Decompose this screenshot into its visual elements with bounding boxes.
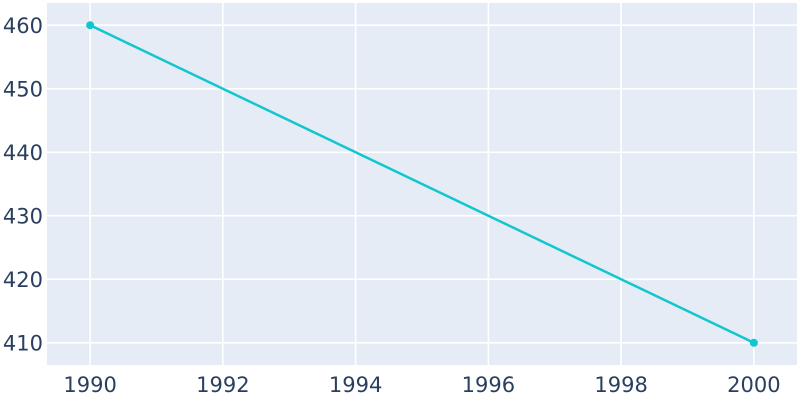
y-tick-label: 440	[3, 141, 43, 165]
data-point-marker	[749, 338, 758, 347]
data-point-marker	[86, 21, 95, 30]
y-tick-label: 450	[3, 78, 43, 102]
x-tick-label: 1998	[594, 373, 647, 397]
x-tick-label: 1994	[329, 373, 382, 397]
y-tick-label: 430	[3, 205, 43, 229]
x-tick-label: 2000	[727, 373, 780, 397]
y-tick-label: 410	[3, 332, 43, 356]
y-tick-label: 420	[3, 268, 43, 292]
population-line	[88, 23, 756, 345]
x-tick-label: 1992	[196, 373, 249, 397]
x-tick-label: 1996	[462, 373, 515, 397]
x-tick-label: 1990	[63, 373, 116, 397]
y-tick-label: 460	[3, 14, 43, 38]
